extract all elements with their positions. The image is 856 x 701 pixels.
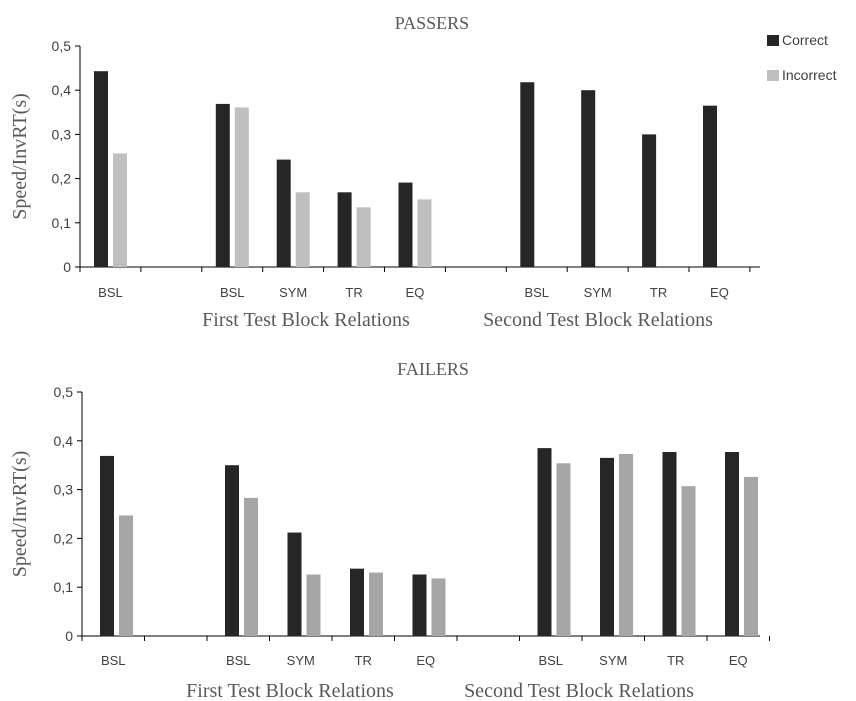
group-label: First Test Block Relations: [186, 680, 394, 701]
legend-label-correct: Correct: [782, 32, 828, 48]
x-tick-label: BSL: [226, 653, 251, 668]
chart-failers: FAILERS Speed/InvRT(s) 0 0,1 0,2 0,3 0,4 0,5 BSL…: [9, 359, 770, 701]
bar-incorrect: [234, 107, 249, 267]
y-tick-label: 0,5: [54, 384, 74, 400]
x-tick-label: BSL: [98, 285, 123, 300]
bar-incorrect: [681, 486, 696, 636]
x-tick-label: SYM: [287, 653, 315, 668]
y-tick-label: 0,5: [52, 38, 72, 54]
bar-correct: [662, 452, 677, 636]
group-label: Second Test Block Relations: [483, 309, 713, 331]
y-tick-label: 0: [63, 259, 71, 275]
x-tick-label: TR: [667, 653, 684, 668]
x-tick-label: BSL: [524, 285, 549, 300]
chart-title: PASSERS: [395, 13, 469, 33]
bar-correct: [94, 71, 108, 267]
bar-correct: [703, 105, 717, 267]
y-tick-label: 0,4: [52, 82, 72, 98]
bar-correct: [225, 465, 239, 636]
bar-correct: [520, 82, 535, 267]
x-tick-label: SYM: [279, 285, 307, 300]
bar-correct: [100, 455, 114, 636]
y-tick-label: 0,4: [54, 433, 74, 449]
bar-incorrect: [306, 574, 321, 636]
x-tick-label: BSL: [101, 653, 126, 668]
y-axis-label: Speed/InvRT(s): [9, 451, 31, 578]
y-tick-label: 0,2: [54, 530, 74, 546]
x-tick-label: BSL: [538, 653, 563, 668]
bar-incorrect: [417, 199, 432, 267]
y-tick-label: 0,3: [52, 126, 72, 142]
chart-title: FAILERS: [397, 359, 469, 379]
bar-incorrect: [369, 572, 383, 636]
x-tick-label: SYM: [584, 285, 612, 300]
x-tick-label: EQ: [710, 285, 729, 300]
bar-correct: [287, 532, 302, 636]
bar-incorrect: [244, 497, 258, 636]
bar-correct: [276, 159, 291, 267]
x-tick-label: BSL: [220, 285, 245, 300]
bar-incorrect: [431, 578, 446, 636]
group-label: First Test Block Relations: [202, 309, 410, 331]
bar-correct: [581, 90, 596, 267]
legend-label-incorrect: Incorrect: [782, 67, 837, 83]
legend-swatch-incorrect: [767, 70, 779, 81]
y-tick-label: 0: [65, 628, 73, 644]
y-tick-label: 0,1: [54, 579, 74, 595]
x-tick-label: TR: [355, 653, 372, 668]
legend: Correct Incorrect: [767, 32, 837, 83]
bar-correct: [537, 448, 552, 636]
y-axis-label: Speed/InvRT(s): [9, 93, 31, 220]
bar-correct: [725, 452, 739, 636]
bar-incorrect: [119, 515, 133, 636]
x-tick-label: EQ: [729, 653, 748, 668]
group-label: Second Test Block Relations: [464, 680, 694, 701]
x-tick-label: EQ: [416, 653, 435, 668]
bar-incorrect: [113, 153, 127, 267]
y-tick-label: 0,1: [52, 215, 72, 231]
bar-correct: [350, 568, 364, 636]
bar-incorrect: [619, 453, 633, 636]
bar-incorrect: [744, 476, 758, 636]
legend-swatch-correct: [767, 35, 779, 46]
y-tick-label: 0,3: [54, 482, 74, 498]
x-tick-label: EQ: [406, 285, 425, 300]
x-tick-label: SYM: [599, 653, 627, 668]
bar-incorrect: [556, 463, 571, 636]
bar-correct: [398, 182, 413, 267]
bar-correct: [215, 103, 230, 267]
x-tick-label: TR: [345, 285, 362, 300]
bar-incorrect: [295, 192, 310, 267]
chart-passers: PASSERS Speed/InvRT(s) 0 0,1 0,2 0,3 0,4 0,5 BSL…: [9, 13, 760, 331]
y-tick-label: 0,2: [52, 171, 72, 187]
bar-correct: [412, 574, 427, 636]
x-tick-label: TR: [650, 285, 667, 300]
bar-correct: [337, 192, 352, 267]
bar-correct: [600, 457, 614, 636]
bar-incorrect: [356, 207, 371, 267]
bar-correct: [642, 134, 657, 267]
